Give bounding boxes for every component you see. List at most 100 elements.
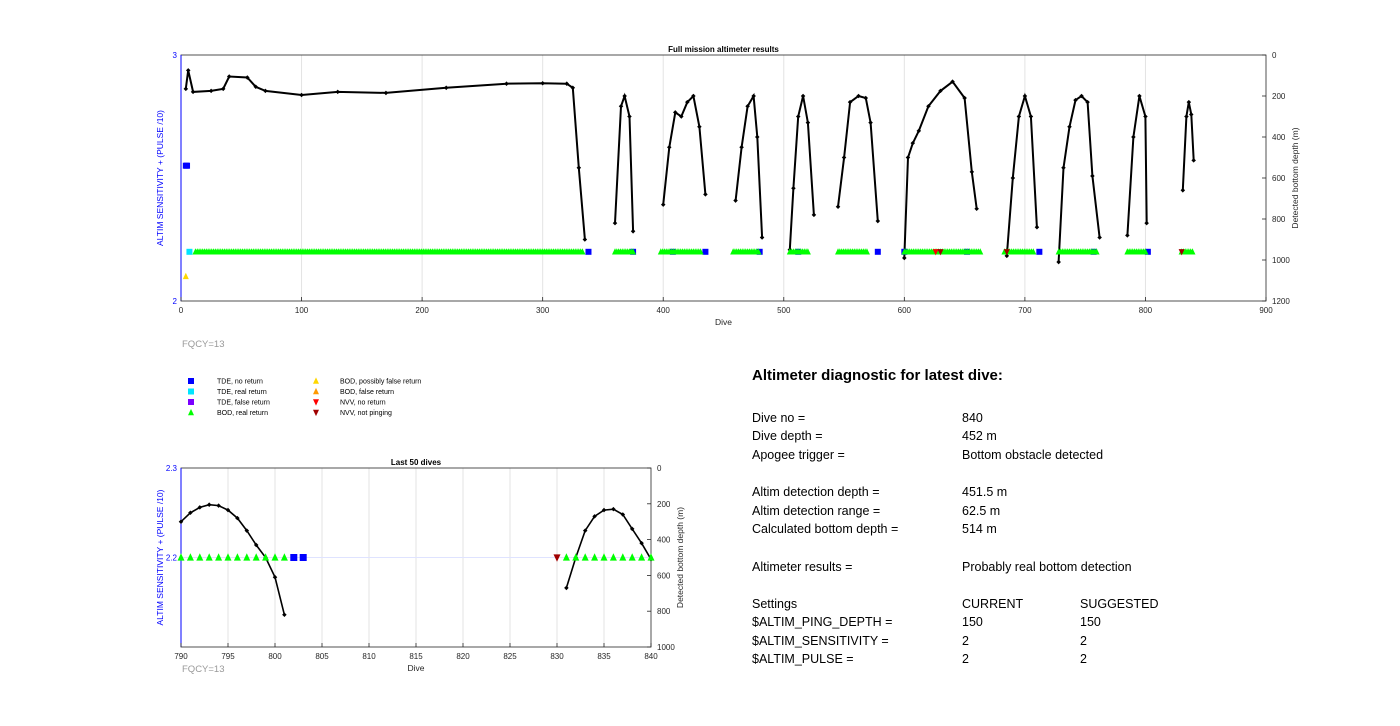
legend-label: BOD, possibly false return	[340, 379, 421, 386]
bod-real-returnmarker	[638, 553, 646, 561]
y2-tick-label: 1000	[657, 643, 675, 652]
chart-full-mission: 0 100 200 300 400 500 600 700 800 900 2 3 0 200 400 600…	[155, 45, 1300, 350]
diagnostic-value: 2	[962, 634, 969, 648]
depth-point	[733, 198, 738, 203]
y2-tick-label: 200	[1272, 92, 1286, 101]
diagnostic-value: 840	[962, 411, 983, 425]
depth-line	[1005, 92, 1038, 256]
depth-point	[443, 85, 449, 91]
x-tick-label: 800	[268, 652, 282, 661]
bod-real-returnmarker	[177, 553, 185, 561]
depth-point	[564, 585, 569, 591]
tde-real-returnmarker	[186, 248, 193, 255]
bod-real-return-marker	[863, 248, 870, 255]
chart-title: Full mission altimeter results	[668, 45, 779, 54]
bod-real-returnmarker	[224, 553, 232, 561]
y-tick-label: 3	[173, 51, 178, 60]
x-tick-label: 790	[174, 652, 188, 661]
y2-axis-label: Detected bottom depth (m)	[1290, 127, 1300, 228]
depth-point	[612, 220, 618, 226]
diagnostic-label: Settings	[752, 597, 798, 611]
depth-point	[703, 192, 708, 197]
depth-point	[791, 185, 796, 191]
diagnostic-value: 514 m	[962, 522, 997, 536]
legend-label: NVV, not pinging	[340, 410, 392, 417]
bod-real-returnmarker	[186, 553, 194, 561]
bod-real-return-marker	[697, 248, 704, 255]
depth-point	[582, 528, 588, 533]
depth-point	[611, 506, 616, 512]
depth-point	[800, 93, 806, 99]
diagnostic-label: $ALTIM_SENSITIVITY =	[752, 634, 889, 648]
depth-point	[1186, 99, 1192, 105]
depth-point	[1188, 112, 1194, 117]
bod-real-returnmarker	[619, 553, 627, 561]
bod-real-return-marker	[755, 248, 762, 255]
depth-line	[184, 70, 586, 240]
y2-axis-label: Detected bottom depth (m)	[675, 507, 685, 608]
legend-marker	[188, 408, 194, 416]
x-tick-label: 840	[644, 652, 658, 661]
bod-real-returnmarker	[252, 553, 260, 561]
depth-point	[183, 86, 189, 92]
y2-tick-label: 1200	[1272, 297, 1290, 306]
bod-real-returnmarker	[581, 553, 589, 561]
legend-label: NVV, no return	[340, 400, 386, 407]
diagnostic-label: Apogee trigger =	[752, 448, 845, 462]
y2-tick-label: 200	[657, 500, 671, 509]
bod-possibly-false-returnmarker	[182, 272, 189, 280]
bod-real-returnmarker	[572, 553, 580, 561]
depth-point	[1097, 235, 1102, 240]
depth-point	[185, 68, 191, 73]
bod-real-returnmarker	[243, 553, 251, 561]
depth-point	[1010, 175, 1016, 181]
depth-point	[835, 204, 841, 209]
x-tick-label: 300	[536, 306, 550, 315]
tde-no-returnmarker	[290, 554, 298, 561]
depth-point	[1090, 173, 1095, 179]
depth-point	[272, 574, 278, 580]
bod-real-return-marker	[1030, 248, 1037, 255]
depth-point	[974, 206, 979, 212]
legend-label: BOD, false return	[340, 389, 394, 396]
bod-real-returnmarker	[600, 553, 608, 561]
depth-point	[1137, 93, 1142, 99]
depth-point	[1022, 93, 1028, 99]
depth-point	[190, 89, 196, 95]
depth-point	[620, 512, 626, 517]
y-axis-label: ALTIM SENSITIVITY + (PULSE /10)	[155, 489, 165, 625]
diagnostic-value: 451.5 m	[962, 485, 1008, 499]
bod-real-returnmarker	[628, 553, 636, 561]
nvv-not-pingingmarker	[1003, 249, 1010, 256]
y-tick-label: 2.3	[166, 464, 178, 473]
depth-point	[335, 89, 340, 95]
x-tick-label: 810	[362, 652, 376, 661]
depth-point	[841, 155, 847, 160]
x-tick-label: 830	[550, 652, 564, 661]
bod-real-returnmarker	[262, 553, 270, 561]
bod-real-return-marker	[804, 248, 811, 255]
diagnostic-label: Altim detection range =	[752, 504, 881, 518]
bod-real-returnmarker	[215, 553, 223, 561]
bod-real-returnmarker	[271, 553, 279, 561]
depth-point	[1073, 97, 1078, 103]
depth-point	[666, 144, 672, 150]
diagnostic-title: Altimeter diagnostic for latest dive:	[752, 367, 1003, 384]
depth-point	[1056, 259, 1061, 265]
depth-point	[1125, 233, 1130, 238]
depth-point	[868, 120, 873, 125]
x-tick-label: 815	[409, 652, 423, 661]
x-tick-label: 400	[657, 306, 671, 315]
legend-label: TDE, real return	[217, 389, 267, 396]
altimeter-diagnostic-panel: Altimeter diagnostic for latest dive: Di…	[752, 367, 1272, 666]
depth-point	[805, 120, 811, 125]
bod-real-returnmarker	[647, 553, 655, 561]
x-tick-label: 100	[295, 306, 309, 315]
chart-title: Last 50 dives	[391, 458, 442, 467]
y2-tick-label: 800	[657, 607, 671, 616]
x-tick-label: 835	[597, 652, 611, 661]
bod-real-returnmarker	[196, 553, 204, 561]
legend-marker	[313, 399, 319, 406]
depth-point	[795, 114, 801, 119]
